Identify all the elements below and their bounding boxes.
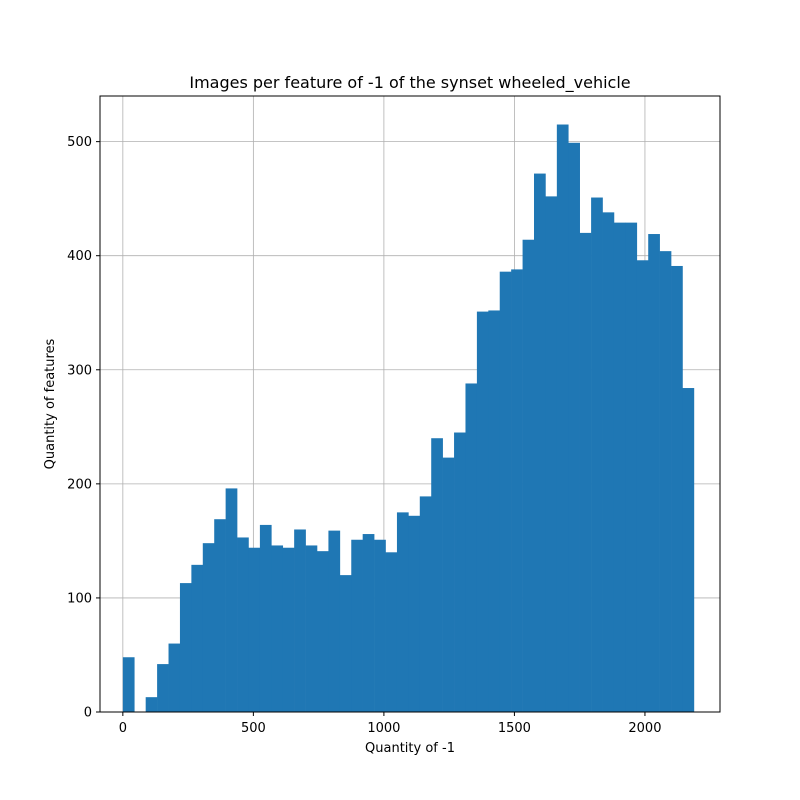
plot-frame: [99, 95, 721, 713]
histogram-bar: [122, 657, 135, 712]
histogram-bar: [202, 543, 215, 712]
histogram-bar: [317, 551, 329, 712]
histogram-bar: [294, 529, 306, 712]
histogram-bar: [248, 547, 261, 712]
y-tick-label: 400: [67, 249, 92, 264]
histogram-bar: [385, 552, 398, 712]
histogram-bar: [419, 496, 432, 712]
histogram-bar: [682, 388, 695, 712]
histogram-bar: [499, 271, 512, 712]
histogram-bar: [602, 212, 615, 712]
histogram-bar: [454, 432, 466, 712]
chart-title: Images per feature of -1 of the synset w…: [189, 73, 630, 93]
histogram-bar: [145, 697, 158, 712]
histogram-bar: [374, 539, 386, 712]
x-tick-label: 2000: [628, 721, 661, 736]
histogram-bar: [476, 311, 489, 712]
histogram-bar: [556, 124, 569, 713]
x-tick-label: 1500: [498, 721, 531, 736]
x-tick-label: 0: [119, 721, 127, 736]
histogram-bar: [671, 265, 683, 712]
histogram-bar: [339, 575, 352, 712]
histogram-bar: [237, 537, 249, 712]
histogram-bar: [579, 232, 592, 712]
y-axis-label: Quantity of features: [43, 338, 58, 469]
histogram-bar: [636, 260, 649, 712]
histogram-bar: [625, 222, 638, 712]
histogram-bar: [305, 545, 318, 712]
x-tick-label: 500: [241, 721, 266, 736]
histogram-bar: [431, 438, 443, 712]
histogram-bar: [396, 512, 409, 712]
histogram-bar: [442, 457, 455, 712]
histogram-bar: [545, 196, 558, 712]
y-tick-label: 100: [67, 591, 92, 606]
histogram-bar: [157, 664, 169, 712]
histogram-bar: [168, 643, 181, 712]
y-tick-label: 200: [67, 477, 92, 492]
histogram-bar: [465, 383, 478, 712]
histogram-bar: [179, 583, 192, 712]
histogram-bar: [214, 519, 226, 712]
histogram-bar: [271, 545, 284, 712]
histogram-bar: [659, 251, 672, 712]
y-tick-label: 0: [84, 706, 92, 721]
y-axis-ticks: 0 100 200 300 400 500: [67, 135, 100, 721]
histogram-bar: [522, 239, 535, 712]
histogram-bar: [488, 310, 501, 712]
histogram-bar: [511, 269, 523, 712]
histogram-bar: [259, 524, 272, 712]
bars: [122, 124, 695, 713]
y-tick-label: 500: [67, 135, 92, 150]
histogram-bar: [591, 197, 603, 712]
histogram-bar: [408, 515, 421, 712]
histogram-bar: [191, 564, 204, 712]
histogram-bar: [328, 530, 341, 712]
histogram-bar: [351, 539, 363, 712]
x-axis-label: Quantity of -1: [365, 741, 455, 756]
histogram-bar: [362, 534, 375, 712]
histogram-bar: [225, 488, 238, 712]
histogram-bar: [282, 547, 295, 712]
x-tick-label: 1000: [367, 721, 400, 736]
histogram-bar: [648, 234, 660, 712]
histogram-bar: [534, 173, 546, 712]
x-axis-ticks: 0 500 1000 1500 2000: [119, 712, 661, 736]
histogram-bar: [613, 222, 626, 712]
y-tick-label: 300: [67, 363, 92, 378]
histogram-bar: [568, 142, 580, 712]
